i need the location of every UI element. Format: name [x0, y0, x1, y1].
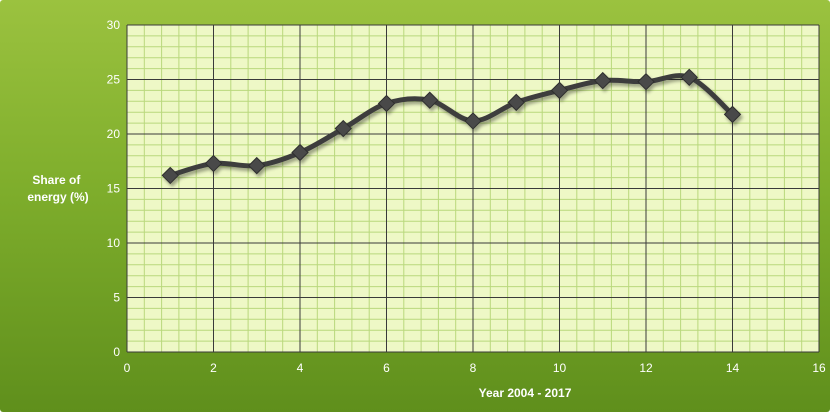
y-tick-label: 5: [113, 291, 120, 305]
x-tick-label: 6: [383, 361, 390, 375]
y-tick-label: 20: [107, 127, 121, 141]
y-tick-label: 30: [107, 18, 121, 32]
x-tick-label: 0: [124, 361, 131, 375]
y-tick-label: 10: [107, 236, 121, 250]
y-axis-title-line-2: energy (%): [27, 190, 88, 204]
y-axis-tick-labels: 0 5 10 15 20 25 30: [107, 18, 121, 359]
x-tick-label: 4: [297, 361, 304, 375]
y-tick-label: 0: [113, 345, 120, 359]
x-tick-label: 12: [639, 361, 653, 375]
data-point-marker: [421, 91, 439, 109]
data-point-marker: [204, 154, 223, 173]
data-point-marker: [637, 72, 655, 91]
x-tick-label: 2: [210, 361, 217, 375]
data-point-marker: [464, 112, 482, 130]
data-point-marker: [291, 143, 309, 162]
x-tick-label: 10: [553, 361, 567, 375]
x-tick-label: 16: [812, 361, 826, 375]
data-point-marker: [248, 156, 266, 175]
x-tick-label: 14: [726, 361, 740, 375]
data-point-marker: [161, 166, 179, 185]
data-point-marker: [723, 105, 742, 124]
data-point-marker: [550, 81, 569, 100]
x-axis-tick-labels: 0 2 4 6 8 10 12 14 16: [124, 361, 826, 375]
major-gridlines: [126, 24, 820, 353]
data-point-marker: [377, 94, 396, 113]
y-tick-label: 25: [107, 73, 121, 87]
data-point-marker: [680, 68, 698, 87]
data-point-marker: [507, 93, 525, 112]
x-tick-label: 8: [470, 361, 477, 375]
x-axis-title: Year 2004 - 2017: [479, 386, 572, 400]
y-tick-label: 15: [107, 182, 121, 196]
data-point-marker: [334, 119, 352, 138]
y-axis-title-line-1: Share of: [32, 173, 81, 187]
y-axis-title: Share of energy (%): [27, 173, 88, 204]
data-point-marker: [594, 71, 612, 90]
data-series: [161, 68, 742, 185]
